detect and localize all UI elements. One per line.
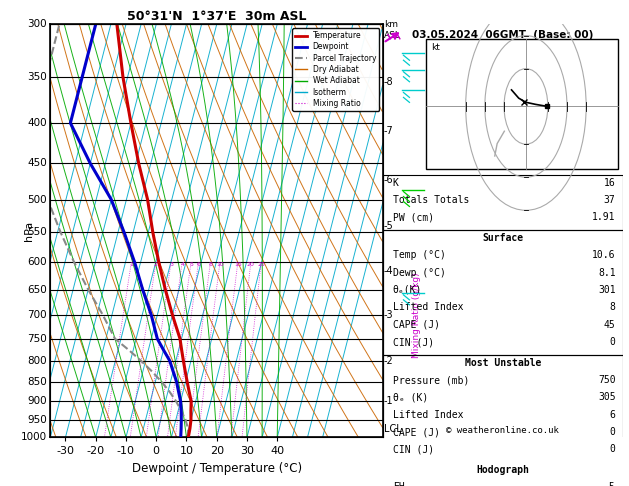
Text: 10.6: 10.6: [592, 250, 616, 260]
Text: 950: 950: [27, 415, 47, 425]
Text: -3: -3: [384, 310, 393, 320]
Text: 1: 1: [130, 262, 133, 267]
Text: 600: 600: [28, 257, 47, 267]
Text: 37: 37: [604, 195, 616, 205]
Text: © weatheronline.co.uk: © weatheronline.co.uk: [447, 426, 559, 435]
Text: 4: 4: [180, 262, 184, 267]
Text: 20: 20: [247, 262, 255, 267]
Text: -7: -7: [384, 126, 394, 137]
Text: 400: 400: [28, 118, 47, 128]
Text: 6: 6: [196, 262, 201, 267]
X-axis label: Dewpoint / Temperature (°C): Dewpoint / Temperature (°C): [131, 462, 302, 475]
Text: 350: 350: [27, 72, 47, 82]
Text: hPa: hPa: [24, 221, 34, 241]
Text: -6: -6: [384, 175, 393, 185]
Text: 1000: 1000: [21, 433, 47, 442]
Text: θₑ(K): θₑ(K): [392, 285, 422, 295]
Text: 301: 301: [598, 285, 616, 295]
Text: 0: 0: [610, 337, 616, 347]
Text: Lifted Index: Lifted Index: [392, 410, 463, 420]
Text: -2: -2: [384, 356, 394, 366]
Text: Lifted Index: Lifted Index: [392, 302, 463, 312]
Text: 10: 10: [216, 262, 224, 267]
Text: Dewp (°C): Dewp (°C): [392, 268, 445, 278]
Text: Most Unstable: Most Unstable: [465, 358, 541, 368]
Bar: [383, 463, 623, 486]
Text: 16: 16: [604, 177, 616, 188]
Text: CIN (J): CIN (J): [392, 444, 434, 454]
Text: -4: -4: [384, 266, 393, 276]
Text: -8: -8: [384, 77, 393, 87]
Text: 45: 45: [604, 320, 616, 330]
Text: Hodograph: Hodograph: [477, 465, 530, 475]
Text: 300: 300: [28, 19, 47, 29]
Text: 700: 700: [28, 310, 47, 320]
Text: θₑ (K): θₑ (K): [392, 392, 428, 402]
Text: 15: 15: [234, 262, 242, 267]
Text: 3: 3: [169, 262, 173, 267]
Text: Mixing Ratio (g/kg): Mixing Ratio (g/kg): [412, 272, 421, 358]
Text: 5: 5: [189, 262, 193, 267]
Text: 1.91: 1.91: [592, 212, 616, 222]
Text: 0: 0: [610, 444, 616, 454]
Text: -5: -5: [384, 221, 394, 231]
Text: 900: 900: [28, 396, 47, 406]
Text: Surface: Surface: [482, 233, 523, 243]
Text: -5: -5: [604, 483, 616, 486]
Text: 8: 8: [208, 262, 213, 267]
Text: 800: 800: [28, 356, 47, 366]
Text: Pressure (mb): Pressure (mb): [392, 375, 469, 385]
Text: 750: 750: [598, 375, 616, 385]
Text: 8: 8: [610, 302, 616, 312]
Text: 500: 500: [28, 194, 47, 205]
Text: Temp (°C): Temp (°C): [392, 250, 445, 260]
Text: 550: 550: [27, 227, 47, 237]
Text: kt: kt: [431, 43, 440, 52]
Text: 8.1: 8.1: [598, 268, 616, 278]
Bar: [383, 355, 623, 463]
Text: 0: 0: [610, 427, 616, 437]
Text: EH: EH: [392, 483, 404, 486]
Text: -1: -1: [384, 396, 393, 406]
Text: PW (cm): PW (cm): [392, 212, 434, 222]
Text: 450: 450: [27, 158, 47, 169]
FancyBboxPatch shape: [426, 39, 618, 169]
Text: 2: 2: [154, 262, 158, 267]
Bar: [383, 175, 623, 230]
Text: 750: 750: [27, 334, 47, 344]
Text: km
ASL: km ASL: [384, 20, 401, 40]
Text: CAPE (J): CAPE (J): [392, 320, 440, 330]
Text: CIN (J): CIN (J): [392, 337, 434, 347]
Text: 850: 850: [27, 377, 47, 387]
Text: CAPE (J): CAPE (J): [392, 427, 440, 437]
Text: Totals Totals: Totals Totals: [392, 195, 469, 205]
Text: 650: 650: [27, 285, 47, 295]
Text: LCL: LCL: [384, 424, 401, 434]
Text: 25: 25: [257, 262, 265, 267]
Text: 6: 6: [610, 410, 616, 420]
Text: K: K: [392, 177, 399, 188]
Title: 50°31'N  1°37'E  30m ASL: 50°31'N 1°37'E 30m ASL: [127, 10, 306, 23]
Text: 03.05.2024  06GMT  (Base: 00): 03.05.2024 06GMT (Base: 00): [412, 31, 594, 40]
Text: 305: 305: [598, 392, 616, 402]
Legend: Temperature, Dewpoint, Parcel Trajectory, Dry Adiabat, Wet Adiabat, Isotherm, Mi: Temperature, Dewpoint, Parcel Trajectory…: [292, 28, 379, 111]
Bar: [383, 230, 623, 355]
